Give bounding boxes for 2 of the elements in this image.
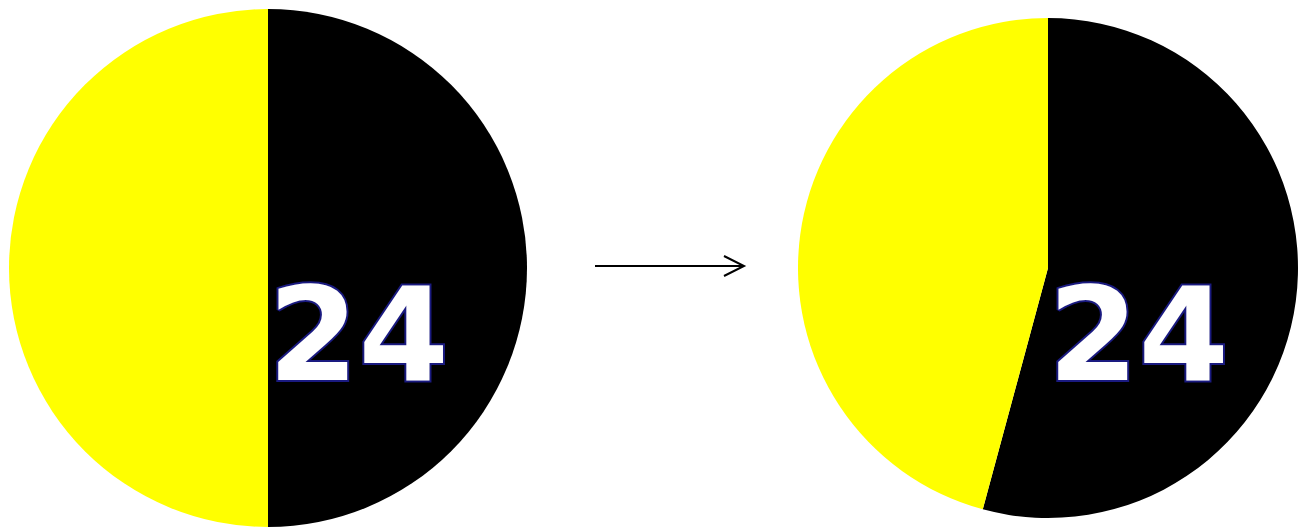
- text: 24: [1048, 259, 1229, 411]
- text: 24: [268, 259, 449, 411]
